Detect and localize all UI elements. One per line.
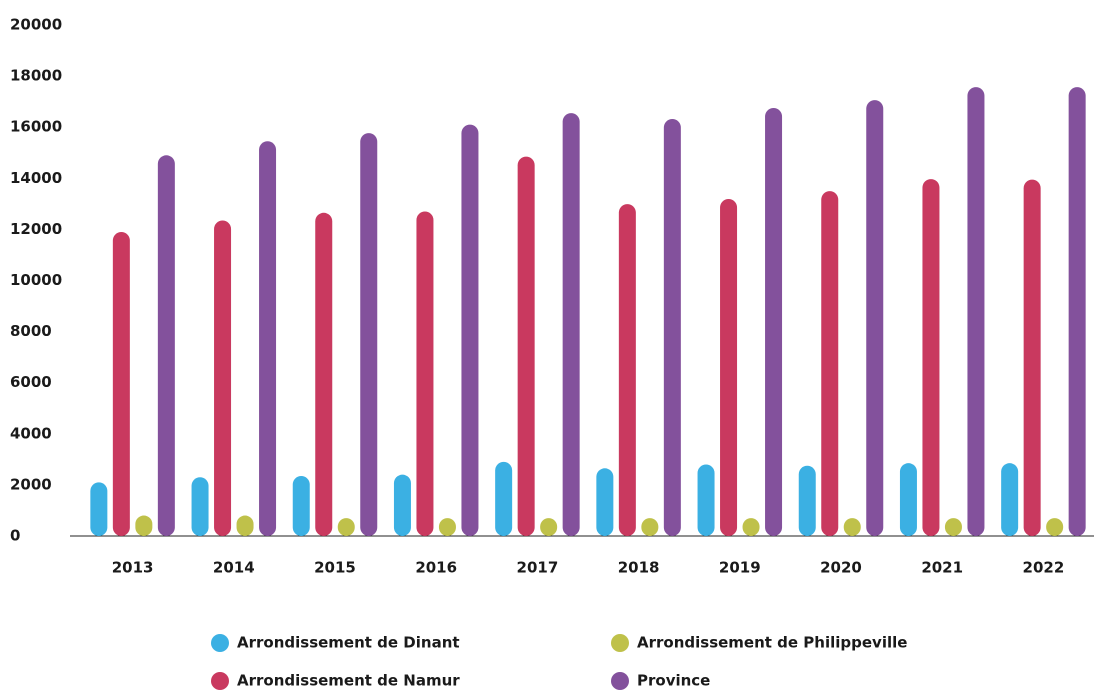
bar — [438, 518, 456, 536]
bar — [596, 468, 614, 536]
x-tick-label: 2022 — [1023, 559, 1065, 577]
bar — [922, 179, 940, 536]
y-tick-label: 18000 — [10, 67, 62, 85]
bar — [798, 465, 816, 536]
x-tick-label: 2017 — [517, 559, 559, 577]
bar — [292, 475, 310, 536]
bar — [697, 464, 715, 536]
bar — [1023, 179, 1041, 536]
bar — [821, 191, 839, 536]
y-tick-label: 12000 — [10, 220, 62, 238]
bar — [360, 133, 378, 536]
bar — [90, 482, 108, 536]
legend-label: Arrondissement de Dinant — [237, 634, 460, 652]
bar — [944, 518, 962, 536]
bar — [720, 198, 738, 537]
bar — [416, 211, 434, 536]
x-tick-label: 2018 — [618, 559, 660, 577]
bar — [315, 212, 333, 537]
bar — [866, 100, 884, 536]
y-tick-label: 10000 — [10, 271, 62, 289]
bar — [112, 231, 130, 536]
bar — [1068, 87, 1086, 537]
bar — [461, 124, 479, 537]
bar — [742, 518, 760, 536]
y-tick-label: 4000 — [10, 424, 52, 442]
x-tick-label: 2020 — [820, 559, 862, 577]
x-tick-label: 2015 — [314, 559, 356, 577]
x-tick-label: 2014 — [213, 559, 255, 577]
bar — [899, 463, 917, 536]
y-tick-label: 8000 — [10, 322, 52, 340]
bar — [495, 461, 513, 536]
y-tick-label: 2000 — [10, 475, 52, 493]
x-tick-label: 2019 — [719, 559, 761, 577]
bar — [663, 119, 681, 537]
y-tick-label: 6000 — [10, 373, 52, 391]
legend-label: Province — [637, 672, 710, 690]
x-tick-label: 2013 — [112, 559, 154, 577]
bar — [641, 518, 659, 536]
bar — [765, 108, 783, 536]
bar — [967, 87, 985, 537]
bar — [1001, 463, 1019, 536]
legend-swatch — [211, 672, 229, 690]
legend-swatch — [611, 672, 629, 690]
bar — [135, 515, 153, 536]
bar — [214, 220, 232, 536]
y-tick-label: 20000 — [10, 16, 62, 34]
bar — [157, 155, 175, 536]
x-tick-label: 2016 — [415, 559, 457, 577]
bar — [517, 156, 535, 536]
legend-label: Arrondissement de Philippeville — [637, 634, 907, 652]
x-tick-label: 2021 — [921, 559, 963, 577]
bar — [236, 515, 254, 536]
bar — [259, 141, 277, 536]
bar — [337, 518, 355, 536]
bar — [393, 474, 411, 536]
bar — [191, 477, 209, 536]
y-tick-label: 0 — [10, 527, 20, 545]
y-tick-label: 16000 — [10, 118, 62, 136]
bar — [540, 518, 558, 536]
legend-swatch — [611, 634, 629, 652]
bar — [618, 204, 636, 536]
bar — [843, 518, 861, 536]
bar — [562, 113, 580, 537]
y-tick-label: 14000 — [10, 169, 62, 187]
legend-swatch — [211, 634, 229, 652]
bar — [1046, 518, 1064, 536]
legend-label: Arrondissement de Namur — [237, 672, 460, 690]
